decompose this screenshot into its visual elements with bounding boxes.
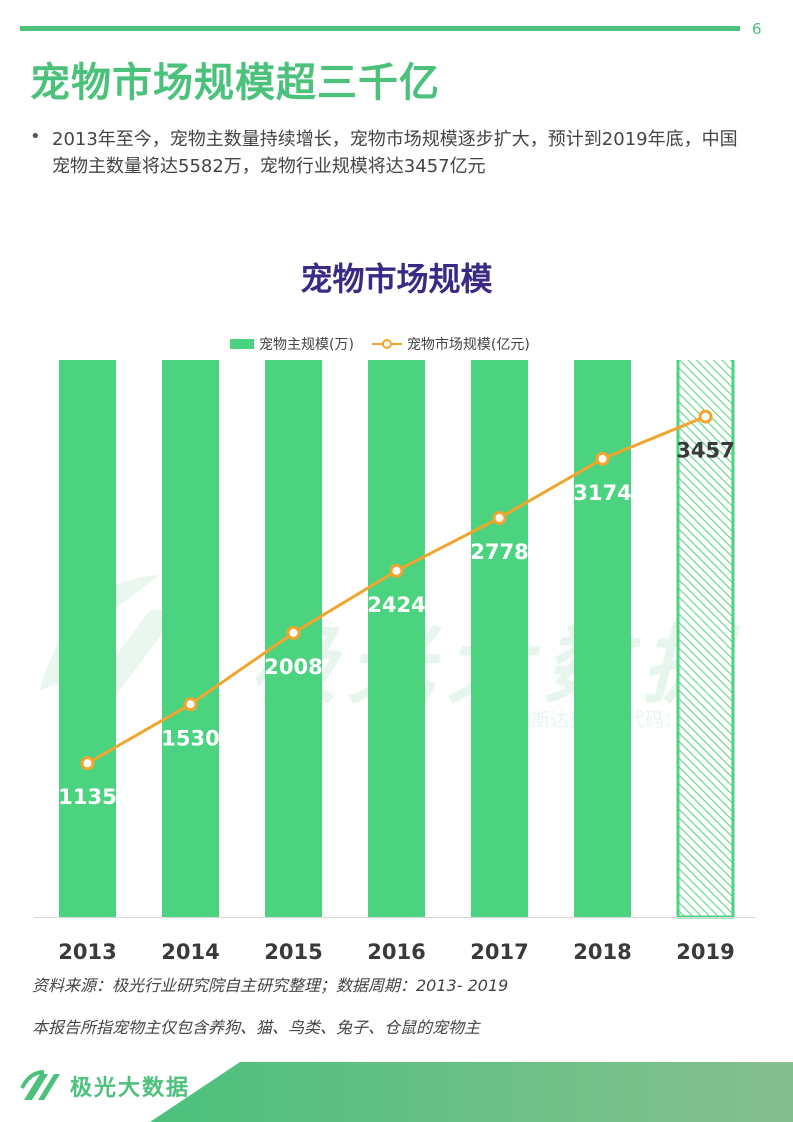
chart-legend: 宠物主规模(万) 宠物市场规模(亿元): [230, 333, 530, 355]
x-tick-2018: 2018: [573, 940, 631, 960]
legend-bar-label: 宠物主规模(万): [259, 337, 354, 353]
bar-2017: [471, 360, 528, 917]
x-tick-2019: 2019: [676, 940, 734, 960]
bar-2016: [368, 360, 425, 917]
line-point-2017: [492, 510, 507, 525]
line-value-2013: 1135: [58, 785, 116, 809]
x-tick-2015: 2015: [264, 940, 322, 960]
line-point-2019: [698, 409, 713, 424]
footer-band: [150, 1062, 793, 1122]
bar-2018: [574, 360, 631, 918]
top-rule: [20, 26, 740, 31]
bar-2013: [59, 360, 116, 917]
chart-title: 宠物市场规模: [300, 260, 493, 298]
line-point-2016: [389, 563, 404, 578]
legend-line-label: 宠物市场规模(亿元): [406, 337, 530, 353]
line-value-2016: 2424: [367, 593, 425, 617]
source-note: 资料来源：极光行业研究院自主研究整理；数据周期：2013- 2019: [32, 976, 509, 995]
scope-note: 本报告所指宠物主仅包含养狗、猫、鸟类、兔子、仓鼠的宠物主: [32, 1018, 481, 1037]
line-point-2015: [286, 625, 301, 640]
labels: 3436201338182014424320154722201651762017…: [58, 439, 734, 960]
page-title: 宠物市场规模超三千亿: [30, 60, 440, 106]
page-number: 6: [752, 20, 762, 38]
line-point-2014: [183, 697, 198, 712]
brand-logo-icon: [20, 1070, 60, 1100]
footer-logo: 极光大数据: [18, 1066, 190, 1106]
bullet-marker: •: [30, 126, 41, 147]
legend-bar-swatch: [230, 339, 254, 349]
line-point-2013: [80, 756, 95, 771]
footer-brand: 极光大数据: [70, 1076, 191, 1101]
x-tick-2014: 2014: [161, 940, 219, 960]
line-value-2017: 2778: [470, 540, 528, 564]
combo-chart: 极光大数据纳斯达克股票代码：JG 34362013381820144243201…: [34, 360, 756, 960]
line-value-2018: 3174: [573, 481, 631, 505]
x-tick-2013: 2013: [58, 940, 116, 960]
line-value-2015: 2008: [264, 655, 322, 679]
line-point-2018: [595, 451, 610, 466]
summary-text: 2013年至今，宠物主数量持续增长，宠物市场规模逐步扩大，预计到2019年底，中…: [52, 129, 738, 177]
bar-2014: [162, 360, 219, 917]
x-tick-2017: 2017: [470, 940, 528, 960]
line-value-2014: 1530: [161, 726, 219, 750]
line-series: [80, 409, 713, 771]
x-tick-2016: 2016: [367, 940, 425, 960]
line-value-2019: 3457: [676, 439, 734, 463]
legend-line-swatch: [371, 337, 402, 351]
